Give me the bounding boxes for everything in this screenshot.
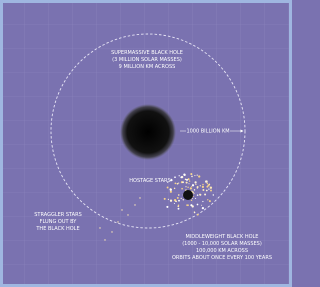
straggler-label: FLUNG OUT BY [40, 219, 78, 225]
star [202, 189, 204, 191]
middleweight-black-hole [183, 190, 193, 200]
star [207, 184, 209, 186]
straggler-label: STRAGGLER STARS [34, 212, 82, 218]
star [197, 186, 199, 188]
supermassive-label: 9 MILLION KM ACROSS [119, 64, 176, 70]
star [210, 187, 212, 189]
star [195, 184, 196, 185]
star [185, 179, 186, 180]
diagram: 1000 BILLION KM SUPERMASSIVE BLACK HOLE … [0, 0, 292, 287]
star [185, 186, 186, 187]
star [178, 208, 180, 210]
star [188, 183, 189, 184]
star [186, 179, 188, 181]
star [194, 175, 195, 176]
star [164, 198, 166, 200]
star [190, 173, 192, 175]
star [177, 197, 179, 199]
star [178, 204, 179, 205]
star [190, 204, 192, 206]
star [199, 194, 201, 196]
distance-label: 1000 BILLION KM [186, 129, 229, 135]
supermassive-label: SUPERMASSIVE BLACK HOLE [111, 50, 183, 56]
star [174, 188, 175, 189]
star [201, 205, 202, 206]
star [168, 199, 169, 200]
star [174, 176, 176, 178]
star [197, 194, 199, 196]
star [175, 201, 176, 202]
middleweight-label: 100,000 KM ACROSS [196, 248, 248, 254]
star [197, 204, 199, 206]
star [186, 182, 188, 184]
star [192, 198, 193, 199]
star [182, 181, 184, 183]
star [202, 184, 204, 186]
star [177, 183, 179, 185]
middleweight-label: ORBITS ABOUT ONCE EVERY 100 YEARS [172, 255, 272, 261]
star [195, 198, 196, 199]
star [202, 207, 204, 209]
star [193, 193, 194, 194]
star [207, 199, 208, 200]
middleweight-label: MIDDLEWEIGHT BLACK HOLE [186, 234, 259, 240]
star [204, 194, 206, 196]
star [99, 227, 100, 228]
star [208, 188, 209, 189]
star [205, 180, 207, 182]
star [187, 187, 188, 188]
star [190, 187, 192, 189]
middleweight-label: (1000 - 10,000 SOLAR MASSES) [182, 241, 262, 247]
star [198, 175, 200, 177]
star [178, 200, 180, 202]
star [202, 201, 203, 202]
star [191, 176, 193, 178]
star [139, 197, 140, 198]
star [175, 183, 177, 185]
star [197, 214, 199, 216]
supermassive-black-hole [120, 104, 176, 160]
star [183, 199, 184, 200]
star [127, 214, 128, 215]
star [191, 186, 192, 187]
star [206, 190, 208, 192]
star [194, 189, 195, 190]
star [174, 203, 175, 204]
star [197, 174, 198, 175]
star [167, 187, 169, 189]
star [210, 190, 212, 192]
star [117, 221, 118, 222]
star [207, 183, 208, 184]
star [170, 200, 172, 202]
star [213, 194, 214, 195]
star [189, 180, 190, 181]
star [187, 204, 189, 206]
star [181, 188, 183, 190]
star [178, 195, 179, 196]
star [209, 200, 211, 202]
star [180, 176, 182, 178]
star [194, 181, 196, 183]
supermassive-label: (3 MILLION SOLAR MASSES) [112, 57, 182, 63]
star [202, 186, 204, 188]
straggler-label: THE BLACK HOLE [35, 226, 79, 232]
star [170, 189, 172, 191]
star [170, 191, 172, 193]
star [194, 211, 195, 212]
star [111, 231, 112, 232]
star [191, 200, 192, 201]
star [166, 206, 168, 208]
star [183, 174, 185, 176]
star [192, 184, 194, 186]
star [121, 209, 122, 210]
star [104, 239, 105, 240]
star [179, 175, 180, 176]
star [200, 185, 201, 186]
star [181, 198, 182, 199]
hostage-label: HOSTAGE STARS [129, 178, 170, 184]
star [134, 204, 135, 205]
